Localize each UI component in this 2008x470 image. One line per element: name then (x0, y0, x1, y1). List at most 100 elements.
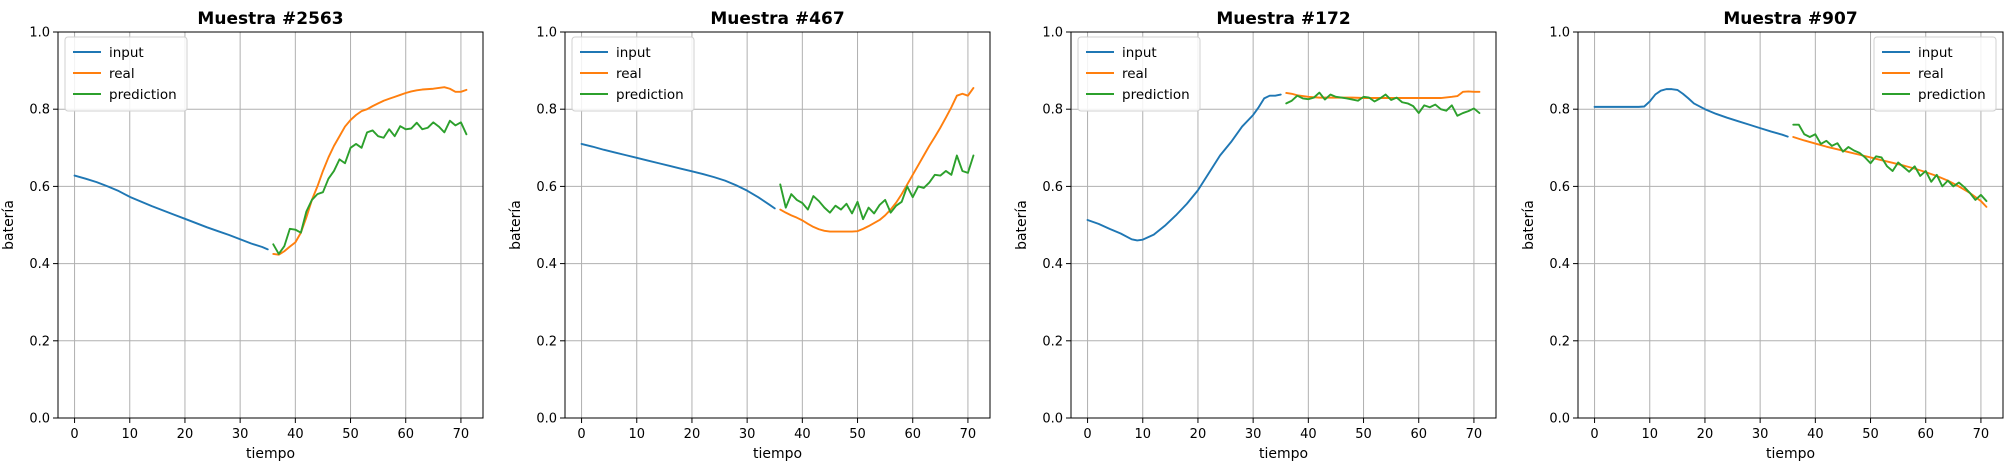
series-line-input (580, 142, 776, 210)
y-tick-label: 0.8 (1042, 103, 1063, 118)
legend-box (64, 36, 188, 112)
y-tick-label: 1.0 (29, 26, 50, 41)
x-tick-label: 20 (1697, 427, 1714, 442)
y-tick-label: 0.6 (536, 180, 557, 195)
x-tick-label: 30 (1752, 427, 1769, 442)
x-tick-label: 60 (1410, 427, 1427, 442)
series-line-input (73, 174, 269, 251)
series-line-real (779, 87, 975, 233)
x-tick-label: 40 (1807, 427, 1824, 442)
x-tick-label: 0 (70, 427, 78, 442)
legend-label-real: real (109, 66, 135, 82)
axes-frame (57, 31, 484, 419)
chart-title: Muestra #2563 (197, 9, 343, 29)
series-line-input (1086, 93, 1282, 242)
legend-box (1873, 36, 1997, 112)
y-tick-label: 0.0 (29, 412, 50, 427)
y-axis-label: batería (1, 200, 17, 250)
x-tick-label: 30 (232, 427, 249, 442)
x-tick-label: 50 (849, 427, 866, 442)
axes-frame (1577, 31, 2004, 419)
y-tick-label: 0.4 (1549, 257, 1570, 272)
legend-label-prediction: prediction (1918, 87, 1986, 103)
chart-panel-1: 0 10 20 30 40 50 60 70 0.0 0.2 0.4 0.6 0.8 1.0 Muestra… (1, 9, 484, 462)
y-tick-label: 0.2 (1042, 334, 1063, 349)
y-tick-label: 0.4 (29, 257, 50, 272)
x-tick-label: 30 (1245, 427, 1262, 442)
legend: input real prediction (1077, 36, 1201, 112)
y-tick-label: 0.2 (29, 334, 50, 349)
x-tick-label: 40 (1300, 427, 1317, 442)
axes-frame (1070, 31, 1497, 419)
x-tick-label: 20 (177, 427, 194, 442)
y-tick-label: 0.8 (536, 103, 557, 118)
y-tick-label: 1.0 (1042, 26, 1063, 41)
y-tick-label: 0.6 (1042, 180, 1063, 195)
y-axis-label: batería (1014, 200, 1030, 250)
x-tick-label: 60 (1917, 427, 1934, 442)
y-axis-label: batería (1521, 200, 1537, 250)
x-tick-label: 0 (577, 427, 585, 442)
y-tick-label: 0.2 (536, 334, 557, 349)
x-tick-label: 60 (397, 427, 414, 442)
x-tick-label: 0 (1083, 427, 1091, 442)
x-tick-label: 20 (684, 427, 701, 442)
x-tick-label: 0 (1590, 427, 1598, 442)
legend-label-input: input (1122, 45, 1157, 61)
x-tick-label: 40 (794, 427, 811, 442)
y-tick-label: 0.4 (536, 257, 557, 272)
x-axis-label: tiempo (246, 446, 295, 462)
legend-label-real: real (1122, 66, 1148, 82)
chart-title: Muestra #907 (1723, 9, 1857, 29)
y-tick-label: 0.4 (1042, 257, 1063, 272)
legend-box (571, 36, 695, 112)
x-tick-label: 50 (1355, 427, 1372, 442)
y-tick-label: 0.0 (1042, 412, 1063, 427)
y-tick-label: 0.6 (1549, 180, 1570, 195)
legend-label-real: real (616, 66, 642, 82)
axes-frame (564, 31, 991, 419)
legend: input real prediction (1873, 36, 1997, 112)
legend-label-input: input (616, 45, 651, 61)
chart-title: Muestra #467 (710, 9, 844, 29)
series-line-prediction (779, 154, 975, 221)
x-axis-label: tiempo (1259, 446, 1308, 462)
series-line-input (1593, 88, 1789, 138)
legend: input real prediction (64, 36, 188, 112)
y-tick-label: 0.6 (29, 180, 50, 195)
legend-label-input: input (109, 45, 144, 61)
y-tick-label: 0.0 (1549, 412, 1570, 427)
series-line-prediction (1792, 123, 1988, 203)
x-tick-label: 30 (739, 427, 756, 442)
chart-panel-4: 0 10 20 30 40 50 60 70 0.0 0.2 0.4 0.6 0.8 1.0 Muestra… (1521, 9, 2004, 462)
x-tick-label: 50 (1862, 427, 1879, 442)
legend-label-prediction: prediction (616, 87, 684, 103)
y-tick-label: 1.0 (536, 26, 557, 41)
legend-label-real: real (1918, 66, 1944, 82)
y-tick-label: 1.0 (1549, 26, 1570, 41)
y-tick-label: 0.8 (29, 103, 50, 118)
x-tick-label: 70 (1973, 427, 1990, 442)
series-line-prediction (1285, 91, 1481, 117)
y-axis-label: batería (508, 200, 524, 250)
x-tick-label: 70 (1466, 427, 1483, 442)
x-axis-label: tiempo (1766, 446, 1815, 462)
x-tick-label: 50 (342, 427, 359, 442)
y-tick-label: 0.0 (536, 412, 557, 427)
legend-label-input: input (1918, 45, 1953, 61)
chart-panel-2: 0 10 20 30 40 50 60 70 0.0 0.2 0.4 0.6 0.8 1.0 Muestra… (508, 9, 991, 462)
legend-label-prediction: prediction (109, 87, 177, 103)
y-tick-label: 0.2 (1549, 334, 1570, 349)
x-tick-label: 60 (904, 427, 921, 442)
x-tick-label: 70 (960, 427, 977, 442)
x-axis-label: tiempo (753, 446, 802, 462)
x-tick-label: 10 (1641, 427, 1658, 442)
x-tick-label: 40 (287, 427, 304, 442)
series-line-real (1792, 136, 1988, 208)
x-tick-label: 10 (1134, 427, 1151, 442)
chart-title: Muestra #172 (1216, 9, 1350, 29)
legend: input real prediction (571, 36, 695, 112)
chart-panel-3: 0 10 20 30 40 50 60 70 0.0 0.2 0.4 0.6 0.8 1.0 Muestra… (1014, 9, 1497, 462)
